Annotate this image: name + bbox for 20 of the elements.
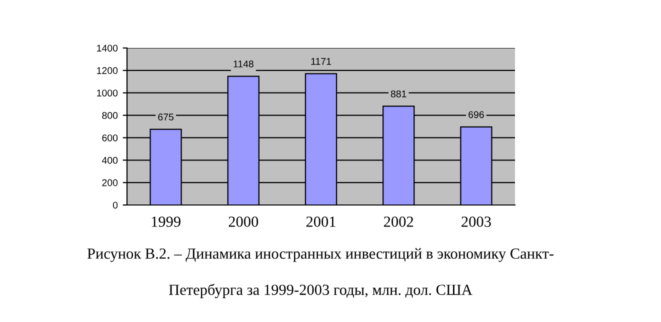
- x-tick-label: 1999: [152, 216, 180, 227]
- y-tick-label: 1400: [97, 44, 118, 52]
- data-label: 1171: [311, 58, 331, 65]
- text: Рисунок В.2. – Динамика иностранных инвестиций в экономику Санкт-: [87, 248, 554, 262]
- y-tick-label: 1000: [97, 90, 118, 96]
- y-tick-label: 200: [102, 179, 118, 186]
- y-tick-label: 600: [102, 134, 118, 142]
- y-tick-label: 800: [102, 112, 118, 119]
- x-tick-label: 2001: [306, 216, 336, 227]
- data-label: 881: [390, 90, 406, 98]
- y-tick-label: 1200: [97, 67, 118, 74]
- y-tick-label: 0: [112, 202, 118, 209]
- y-tick-label: 400: [102, 156, 118, 164]
- data-label: 675: [158, 114, 174, 120]
- x-tick-label: 2003: [462, 216, 491, 227]
- x-tick-label: 2002: [384, 216, 414, 227]
- text: Петербурга за 1999-2003 годы, млн. дол. США: [169, 284, 472, 298]
- data-label: 696: [468, 111, 484, 118]
- data-label: 1148: [234, 60, 254, 68]
- x-tick-label: 2000: [228, 216, 258, 227]
